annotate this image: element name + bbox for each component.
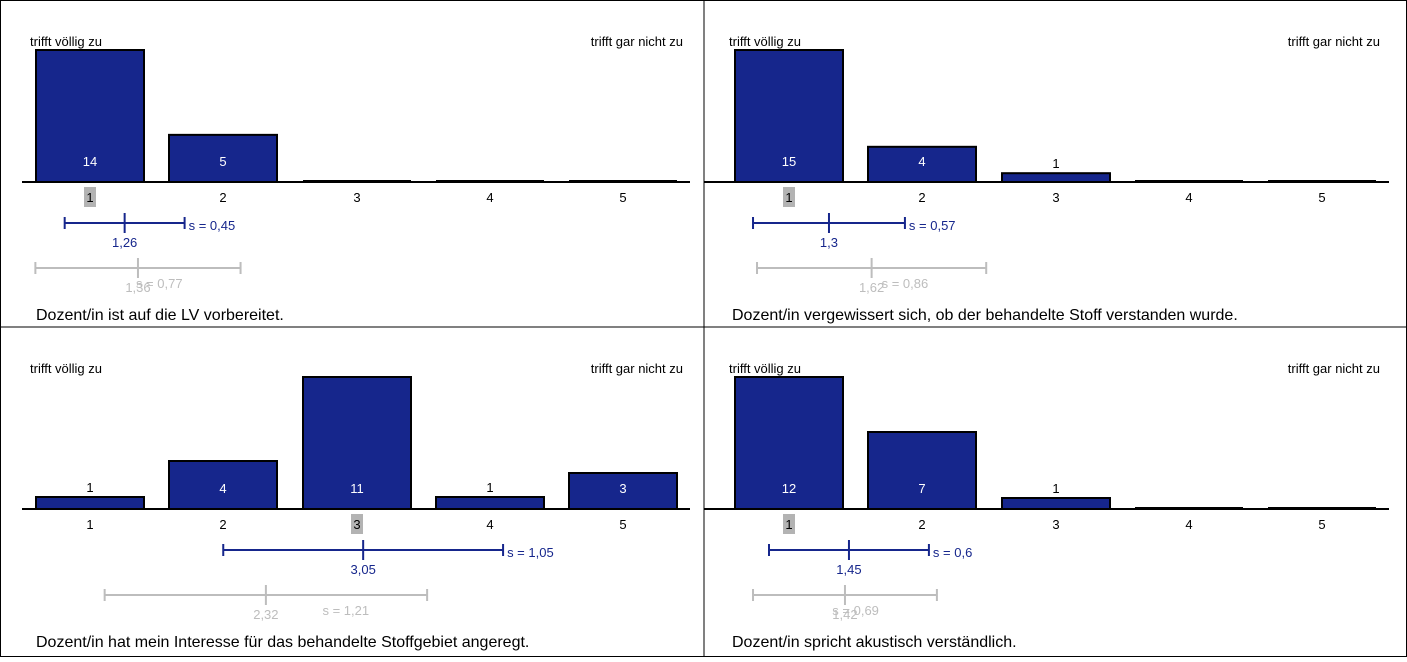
- x-tick-label: 2: [219, 190, 226, 205]
- bar: [168, 133, 278, 184]
- chart-title: Dozent/in ist auf die LV vorbereitet.: [36, 307, 284, 324]
- mean-label: 1,3: [820, 235, 838, 250]
- chart-title: Dozent/in spricht akustisch verständlich…: [732, 634, 1017, 651]
- median-marker: [84, 187, 96, 207]
- bar-value-label: 4: [219, 481, 226, 496]
- bar: [1001, 497, 1111, 510]
- x-tick-label: 3: [353, 190, 360, 205]
- reference-mean-label: 1,42: [832, 607, 857, 622]
- x-tick-label: 1: [86, 517, 93, 532]
- x-tick-label: 3: [353, 517, 360, 532]
- scale-label-right: trifft gar nicht zu: [1288, 361, 1380, 376]
- chart-title: Dozent/in vergewissert sich, ob der beha…: [732, 307, 1238, 324]
- scale-label-left: trifft völlig zu: [30, 361, 102, 376]
- reference-mean-sd-label: s = 0,77: [136, 276, 183, 291]
- median-marker: [351, 514, 363, 534]
- bar: [867, 145, 977, 184]
- bar: [35, 49, 145, 183]
- mean-label: 1,26: [112, 235, 137, 250]
- bar-value-label: 5: [219, 154, 226, 169]
- bar: [1001, 172, 1111, 183]
- bar-value-label: 3: [619, 481, 626, 496]
- scale-label-right: trifft gar nicht zu: [591, 361, 683, 376]
- bar-value-label: 4: [918, 154, 925, 169]
- scale-label-left: trifft völlig zu: [729, 34, 801, 49]
- x-tick-label: 3: [1052, 190, 1059, 205]
- bar-value-label: 1: [486, 480, 493, 495]
- scale-label-left: trifft völlig zu: [729, 361, 801, 376]
- x-tick-label: 2: [219, 517, 226, 532]
- chart-title: Dozent/in hat mein Interesse für das beh…: [36, 634, 529, 651]
- x-tick-label: 5: [619, 517, 626, 532]
- x-tick-label: 1: [86, 190, 93, 205]
- x-tick-label: 4: [486, 517, 493, 532]
- x-tick-label: 5: [1318, 190, 1325, 205]
- median-marker: [783, 514, 795, 534]
- evaluation-panel: trifft völlig zu trifft gar nicht zu 14 5 1 2…: [22, 34, 690, 324]
- mean-label: 3,05: [351, 562, 376, 577]
- bar-value-label: 1: [1052, 156, 1059, 171]
- bar-value-label: 1: [1052, 481, 1059, 496]
- reference-mean-label: 1,62: [859, 280, 884, 295]
- x-tick-label: 4: [1185, 190, 1192, 205]
- scale-label-left: trifft völlig zu: [30, 34, 102, 49]
- bar: [35, 496, 145, 510]
- bar: [734, 49, 844, 183]
- bar: [568, 472, 678, 510]
- reference-mean-sd-label: s = 0,69: [832, 603, 879, 618]
- mean-sd-label: s = 0,57: [909, 218, 956, 233]
- reference-mean-sd-label: s = 0,86: [882, 276, 929, 291]
- bar-value-label: 11: [350, 481, 364, 496]
- mean-sd-label: s = 0,6: [933, 545, 972, 560]
- x-tick-label: 2: [918, 517, 925, 532]
- x-tick-label: 4: [486, 190, 493, 205]
- mean-sd-label: s = 1,05: [507, 545, 554, 560]
- bar: [302, 376, 412, 510]
- bar-value-label: 7: [918, 481, 925, 496]
- scale-label-right: trifft gar nicht zu: [591, 34, 683, 49]
- x-tick-label: 4: [1185, 517, 1192, 532]
- bar: [867, 431, 977, 510]
- bar: [435, 496, 545, 510]
- bar-value-label: 15: [782, 154, 796, 169]
- reference-mean-label: 2,32: [253, 607, 278, 622]
- bar-value-label: 12: [782, 481, 796, 496]
- median-marker: [783, 187, 795, 207]
- reference-mean-sd-label: s = 1,21: [322, 603, 369, 618]
- x-tick-label: 1: [785, 190, 792, 205]
- bar-value-label: 14: [83, 154, 97, 169]
- reference-mean-label: 1,36: [125, 280, 150, 295]
- scale-label-right: trifft gar nicht zu: [1288, 34, 1380, 49]
- x-tick-label: 3: [1052, 517, 1059, 532]
- x-tick-label: 5: [1318, 517, 1325, 532]
- x-tick-label: 5: [619, 190, 626, 205]
- bar-value-label: 1: [86, 480, 93, 495]
- mean-sd-label: s = 0,45: [189, 218, 236, 233]
- x-tick-label: 1: [785, 517, 792, 532]
- x-tick-label: 2: [918, 190, 925, 205]
- mean-label: 1,45: [836, 562, 861, 577]
- bar: [734, 376, 844, 510]
- evaluation-panel: trifft völlig zu trifft gar nicht zu1 4 11 1…: [22, 361, 690, 651]
- bar: [168, 460, 278, 510]
